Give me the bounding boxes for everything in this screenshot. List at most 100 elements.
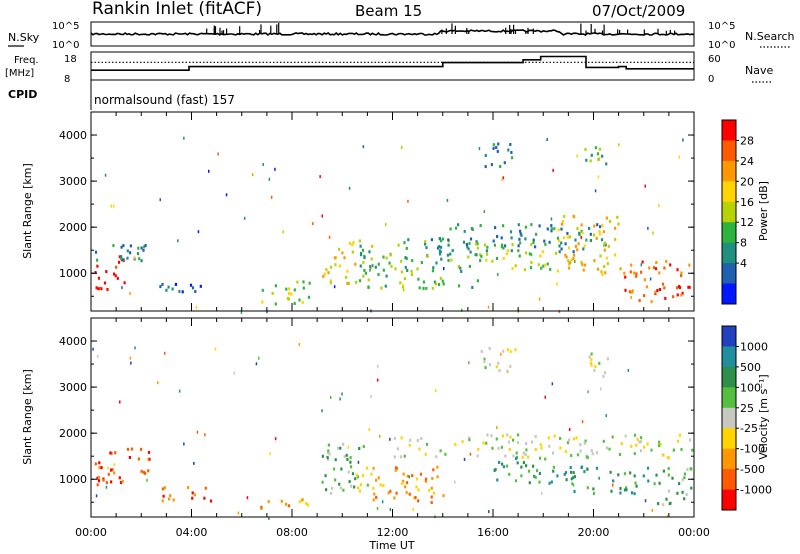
echo-cell xyxy=(582,268,585,272)
echo-cell xyxy=(572,214,575,218)
echo-cell xyxy=(609,219,612,223)
echo-cell xyxy=(298,500,301,504)
power-echoes xyxy=(94,136,691,314)
echo-cell xyxy=(658,204,660,207)
echo-cell xyxy=(288,287,291,291)
echo-cell xyxy=(357,460,360,464)
echo-cell xyxy=(425,286,428,290)
echo-cell xyxy=(608,447,611,451)
echo-cell xyxy=(614,226,617,230)
echo-cell xyxy=(330,395,332,399)
echo-cell xyxy=(566,231,569,235)
echo-cell xyxy=(519,241,522,245)
echo-cell xyxy=(518,254,521,258)
echo-cell xyxy=(339,397,341,401)
sky-spikes xyxy=(206,23,676,34)
echo-cell xyxy=(603,244,606,248)
colorbar-tick-label: 8 xyxy=(740,237,747,250)
echo-cell xyxy=(623,271,626,275)
echo-cell xyxy=(94,250,98,254)
echo-cell xyxy=(646,466,650,470)
echo-cell xyxy=(548,481,551,485)
echo-cell xyxy=(105,485,108,489)
echo-cell xyxy=(583,263,587,267)
echo-cell xyxy=(225,193,228,197)
echo-cell xyxy=(123,281,126,285)
echo-cell xyxy=(655,473,658,477)
echo-cell xyxy=(605,162,608,166)
echo-cell xyxy=(568,235,572,239)
freq-tick-bottom: 8 xyxy=(64,74,70,85)
echo-cell xyxy=(450,258,453,262)
echo-cell xyxy=(129,291,131,295)
echo-cell xyxy=(680,293,683,297)
echo-cell xyxy=(681,478,684,482)
echo-cell xyxy=(377,273,380,276)
echo-cell xyxy=(193,493,196,497)
echo-cell xyxy=(364,271,367,275)
echo-cell xyxy=(539,443,542,447)
echo-cell xyxy=(435,455,438,459)
echo-cell xyxy=(476,246,479,250)
echo-cell xyxy=(157,381,159,385)
echo-cell xyxy=(490,163,493,167)
echo-cell xyxy=(640,263,642,267)
echo-cell xyxy=(605,414,607,418)
echo-cell xyxy=(404,256,407,260)
echo-cell xyxy=(447,259,450,262)
echo-cell xyxy=(438,252,442,256)
echo-cell xyxy=(511,243,514,247)
echo-cell xyxy=(389,437,391,441)
echo-cell xyxy=(349,460,352,464)
echo-cell xyxy=(442,494,445,498)
echo-cell xyxy=(377,262,380,266)
echo-cell xyxy=(550,229,553,233)
echo-cell xyxy=(565,478,568,482)
echo-cell xyxy=(424,452,427,456)
echo-cell xyxy=(467,247,470,251)
echo-cell xyxy=(354,477,357,481)
echo-cell xyxy=(498,460,501,464)
echo-cell xyxy=(177,239,179,243)
echo-cell xyxy=(92,347,94,351)
station-title: Rankin Inlet (fitACF) xyxy=(92,0,262,19)
echo-cell xyxy=(654,267,658,271)
echo-cell xyxy=(572,483,575,487)
colorbar-tick-label: -1000 xyxy=(740,484,772,497)
echo-cell xyxy=(556,236,560,240)
echo-cell xyxy=(563,214,566,218)
echo-cell xyxy=(599,254,602,258)
sky-tick-right-bottom: 10^0 xyxy=(708,40,735,51)
echo-cell xyxy=(485,441,488,445)
echo-cell xyxy=(467,255,470,259)
colorbar-tick-label: -25 xyxy=(740,422,758,435)
echo-cell xyxy=(618,453,622,456)
echo-cell xyxy=(129,251,132,255)
echo-cell xyxy=(557,228,560,232)
echo-cell xyxy=(137,457,140,461)
echo-cell xyxy=(362,473,365,477)
echo-cell xyxy=(428,488,431,492)
echo-cell xyxy=(369,266,372,270)
echo-cell xyxy=(628,290,631,294)
echo-cell xyxy=(97,475,101,479)
echo-cell xyxy=(422,286,425,290)
echo-cell xyxy=(385,274,388,278)
echo-cell xyxy=(144,471,147,475)
echo-cell xyxy=(635,274,638,278)
echo-cell xyxy=(328,452,331,456)
echo-cell xyxy=(169,494,172,498)
echo-cell xyxy=(653,482,656,486)
echo-cell xyxy=(600,270,603,274)
echo-cell xyxy=(138,257,141,261)
echo-cell xyxy=(536,469,539,473)
x-tick-label: 20:00 xyxy=(578,526,610,539)
echo-cell xyxy=(676,491,679,495)
echo-cell xyxy=(581,263,584,267)
echo-cell xyxy=(510,249,513,253)
echo-cell xyxy=(104,173,107,177)
echo-cell xyxy=(208,169,210,173)
echo-cell xyxy=(604,243,607,247)
echo-cell xyxy=(527,469,531,473)
echo-cell xyxy=(602,374,605,378)
